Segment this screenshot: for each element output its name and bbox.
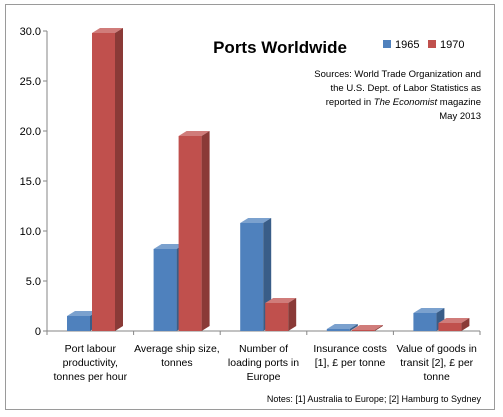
bar-side (115, 28, 123, 331)
legend-label-1965: 1965 (395, 39, 419, 51)
x-category-label: Average ship size, tonnes (134, 343, 220, 369)
bar-1965-2 (240, 218, 272, 331)
bar-front (265, 303, 289, 331)
bar-1970-1 (178, 131, 210, 331)
bar-front (413, 313, 437, 331)
y-tick-label: 10.0 (20, 226, 41, 238)
y-tick-label: 30.0 (20, 26, 41, 38)
y-tick-label: 25.0 (20, 76, 41, 88)
bar-side (288, 298, 297, 331)
bar-side (349, 324, 358, 331)
chart-bars (67, 28, 470, 331)
bar-top (326, 324, 358, 329)
bar-1970-0 (92, 28, 123, 331)
x-category-label: Number of loading ports in Europe (228, 343, 299, 383)
y-axis-tick-labels: 0 5.0 10.0 15.0 20.0 25.0 30.0 (20, 26, 41, 338)
legend-swatch-1965 (383, 40, 391, 48)
bar-front (438, 323, 462, 331)
bar-top (153, 244, 185, 249)
bar-front (326, 329, 350, 331)
source-line-2: the U.S. Dept. of Labor Statistics as (331, 83, 482, 94)
chart-notes: Notes: [1] Australia to Europe; [2] Hamb… (267, 394, 482, 404)
bar-1970-2 (265, 298, 297, 331)
y-tick-label: 5.0 (26, 276, 41, 288)
source-annotation: Sources: World Trade Organization and th… (314, 69, 481, 122)
bar-1970-4 (438, 318, 470, 331)
bar-top (92, 28, 123, 33)
bar-top (438, 318, 470, 323)
bar-front (178, 136, 202, 331)
bar-top (178, 131, 210, 136)
bar-top (351, 325, 383, 330)
chart-title: Ports Worldwide (213, 38, 347, 57)
source-line-3-post: magazine (437, 97, 481, 108)
chart-frame (5, 4, 495, 410)
x-category-label: Value of goods in transit [2], £ per tonne (397, 343, 478, 383)
source-line-4: May 2013 (439, 111, 481, 122)
bar-front (92, 33, 115, 331)
bar-front (67, 316, 90, 331)
source-line-3: reported in The Economist magazine (326, 97, 481, 108)
y-tick-label: 15.0 (20, 176, 41, 188)
bar-side (461, 318, 470, 331)
bar-top (265, 298, 297, 303)
bar-front (153, 249, 177, 331)
source-line-1: Sources: World Trade Organization and (314, 69, 481, 80)
x-axis-category-labels: Port labour productivity, tonnes per hourA… (54, 343, 478, 383)
bar-1965-3 (326, 324, 358, 331)
bar-top (413, 308, 445, 313)
x-category-label: Port labour productivity, tonnes per hour (54, 343, 128, 383)
y-tick-label: 20.0 (20, 126, 41, 138)
source-line-3-italic: The Economist (374, 97, 438, 108)
legend-label-1970: 1970 (440, 39, 464, 51)
legend-swatch-1970 (428, 40, 436, 48)
bar-front (351, 330, 375, 331)
bar-top (240, 218, 272, 223)
bar-front (240, 223, 264, 331)
x-category-label: Insurance costs [1], £ per tonne (313, 343, 387, 369)
bar-top (67, 311, 98, 316)
chart-legend: 1965 1970 (383, 39, 464, 51)
bar-1970-3 (351, 325, 383, 331)
chart-axes (43, 30, 481, 335)
bar-side (201, 131, 210, 331)
y-tick-label: 0 (35, 326, 41, 338)
bar-side (374, 325, 383, 331)
source-line-3-pre: reported in (326, 97, 374, 108)
